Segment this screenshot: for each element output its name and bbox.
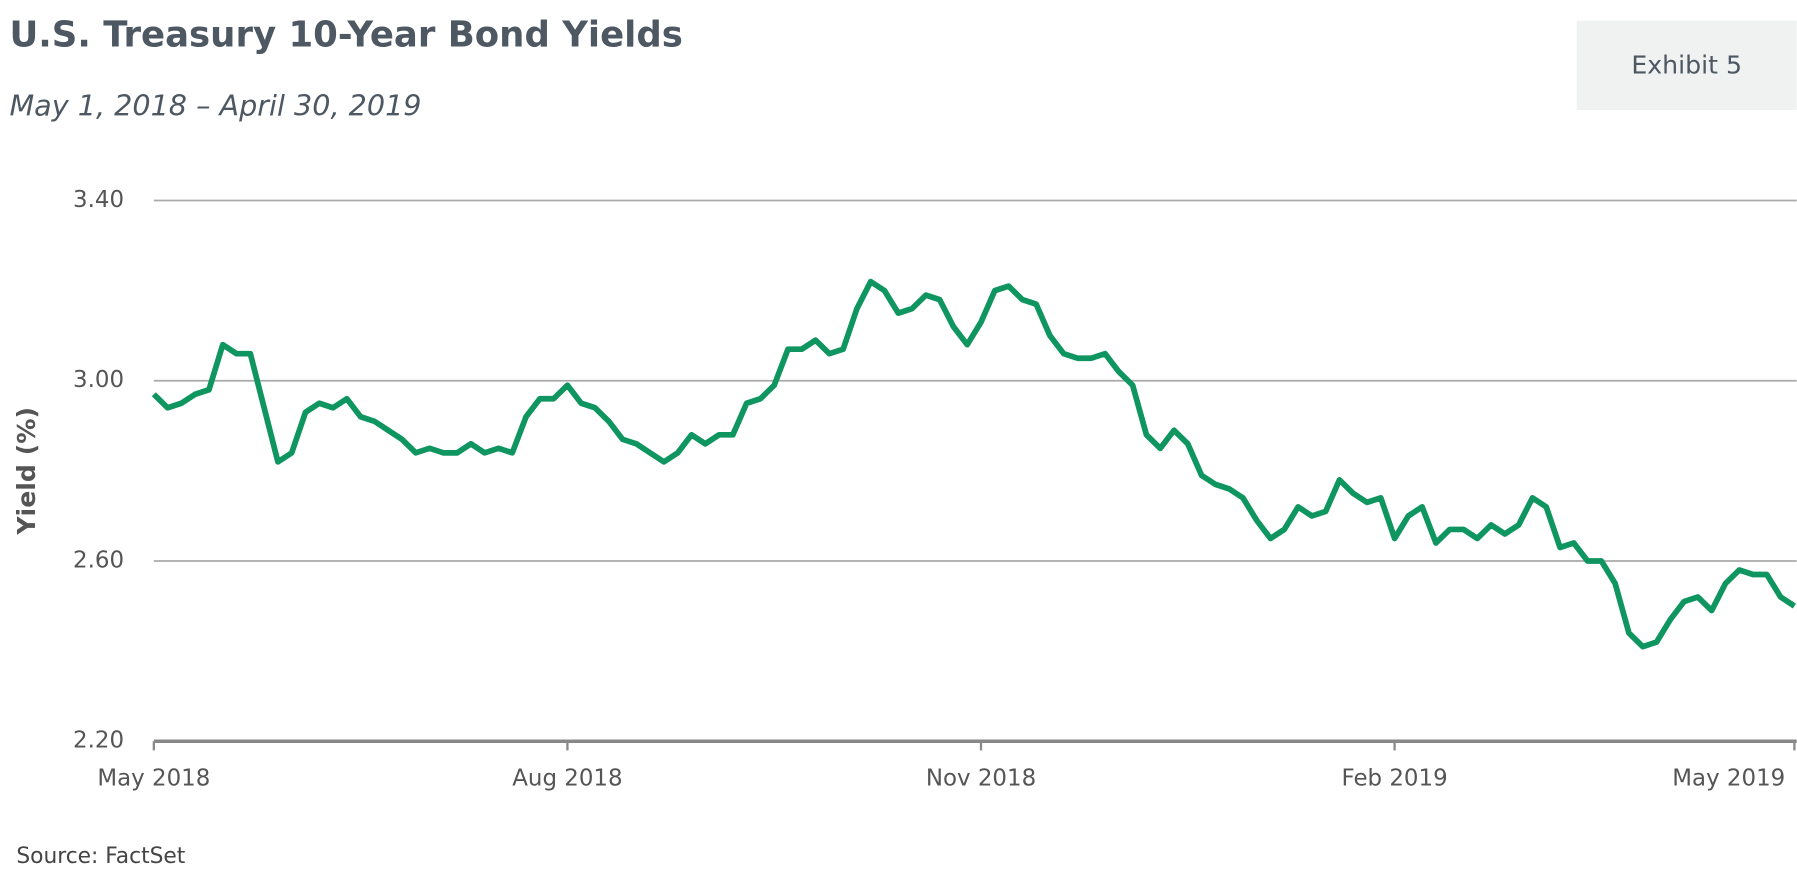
x-tick-label: Feb 2019: [1342, 766, 1448, 792]
x-tick-label: May 2019: [1672, 766, 1785, 792]
y-tick-label: 3.00: [73, 367, 124, 393]
x-tick-label: Nov 2018: [926, 766, 1036, 792]
x-tick-label: Aug 2018: [512, 766, 622, 792]
y-tick-label: 3.40: [73, 187, 124, 213]
exhibit-label: Exhibit 5: [1631, 50, 1742, 79]
y-tick-label: 2.60: [73, 547, 124, 573]
yield-line: [151, 278, 1796, 650]
x-tick-label: May 2018: [97, 766, 210, 792]
exhibit-box: [1576, 20, 1797, 110]
source-note: Source: FactSet: [16, 844, 185, 869]
chart-subtitle: May 1, 2018 – April 30, 2019: [9, 89, 421, 123]
y-axis-title: Yield (%): [12, 407, 41, 536]
chart-title: U.S. Treasury 10-Year Bond Yields: [9, 15, 682, 56]
y-tick-label: 2.20: [73, 728, 124, 754]
